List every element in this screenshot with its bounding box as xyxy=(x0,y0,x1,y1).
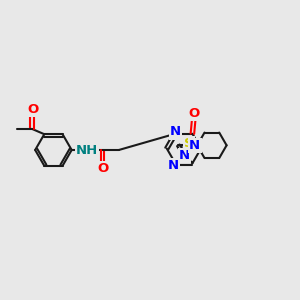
Text: N: N xyxy=(168,159,179,172)
Text: O: O xyxy=(188,107,200,120)
Text: S: S xyxy=(184,136,194,150)
Text: N: N xyxy=(189,139,200,152)
Text: N: N xyxy=(170,125,181,139)
Text: N: N xyxy=(179,149,190,162)
Text: N: N xyxy=(190,139,201,152)
Text: O: O xyxy=(27,103,38,116)
Text: O: O xyxy=(97,162,108,175)
Text: NH: NH xyxy=(76,143,98,157)
